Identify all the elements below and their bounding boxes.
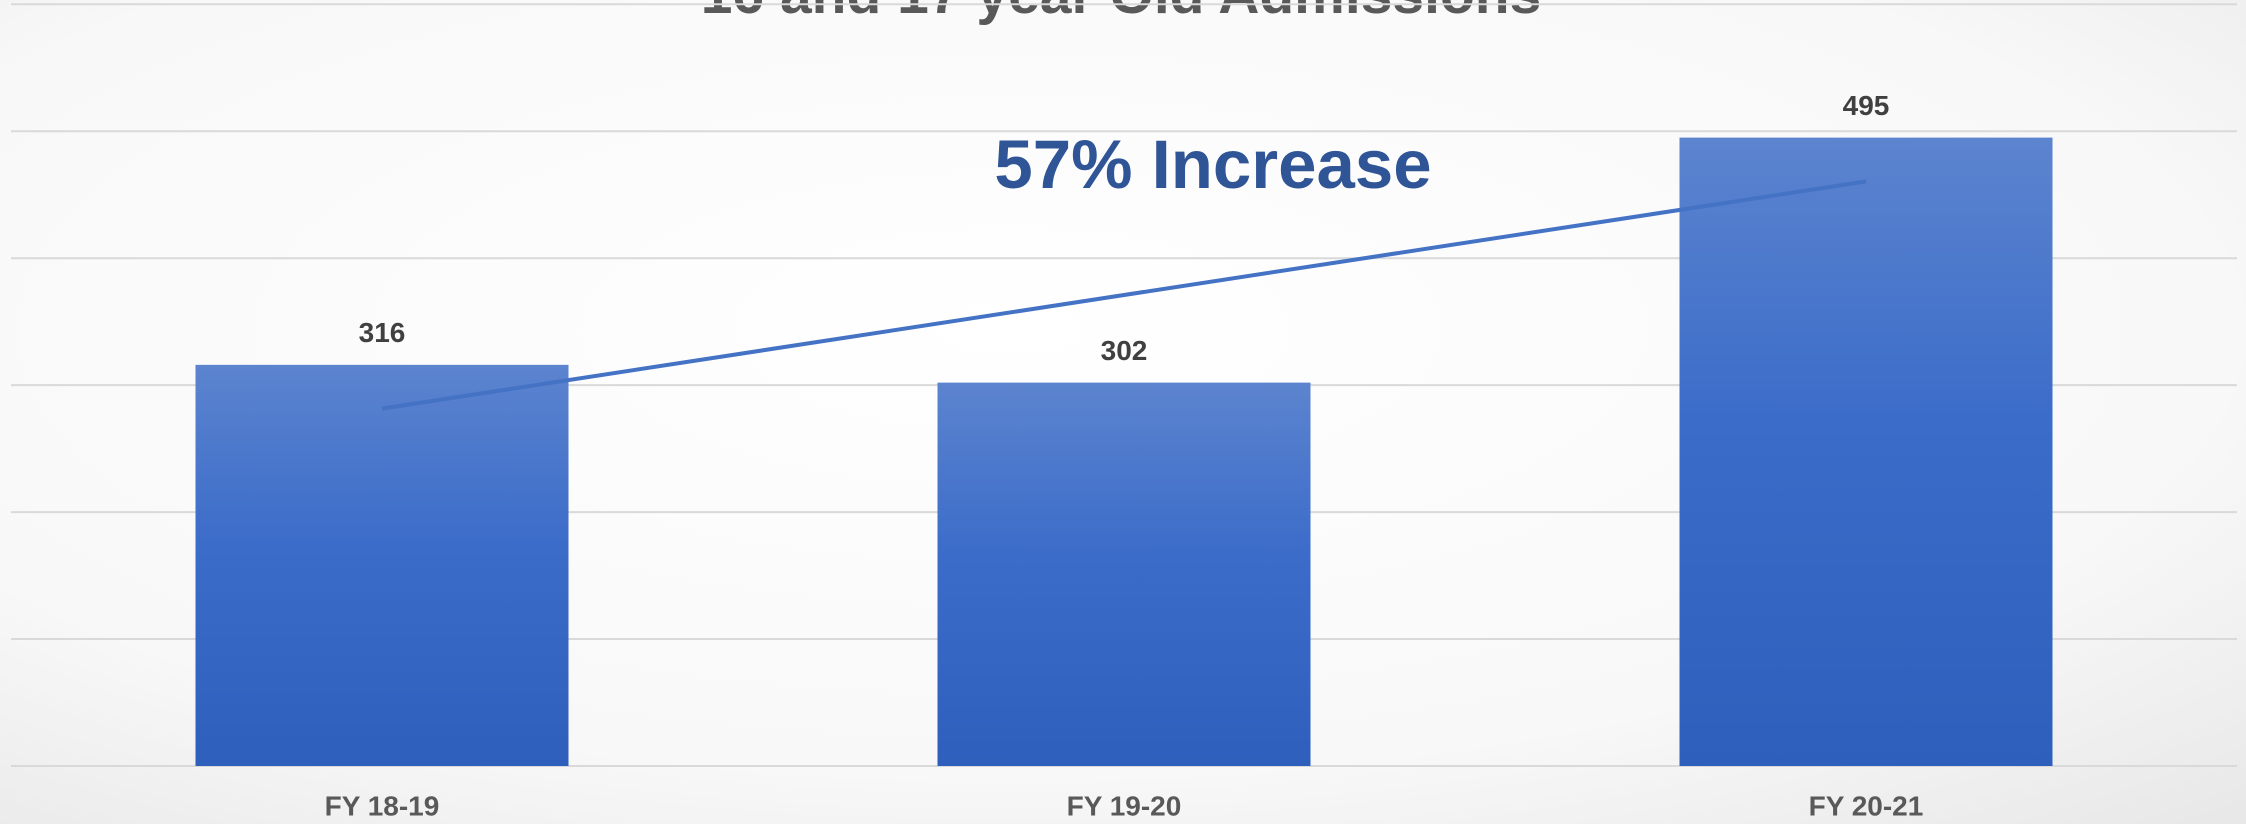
bar bbox=[195, 364, 569, 766]
data-label: 316 bbox=[359, 317, 406, 348]
bar bbox=[937, 382, 1311, 766]
x-tick-label: FY 18-19 bbox=[325, 790, 440, 821]
bar bbox=[1679, 137, 2053, 766]
x-tick-label: FY 19-20 bbox=[1067, 790, 1182, 821]
annotation: 57% Increase bbox=[994, 126, 1431, 203]
trendline bbox=[381, 179, 1867, 411]
x-tick-label: FY 20-21 bbox=[1809, 790, 1924, 821]
data-label: 495 bbox=[1843, 90, 1890, 121]
data-label: 302 bbox=[1101, 335, 1148, 366]
